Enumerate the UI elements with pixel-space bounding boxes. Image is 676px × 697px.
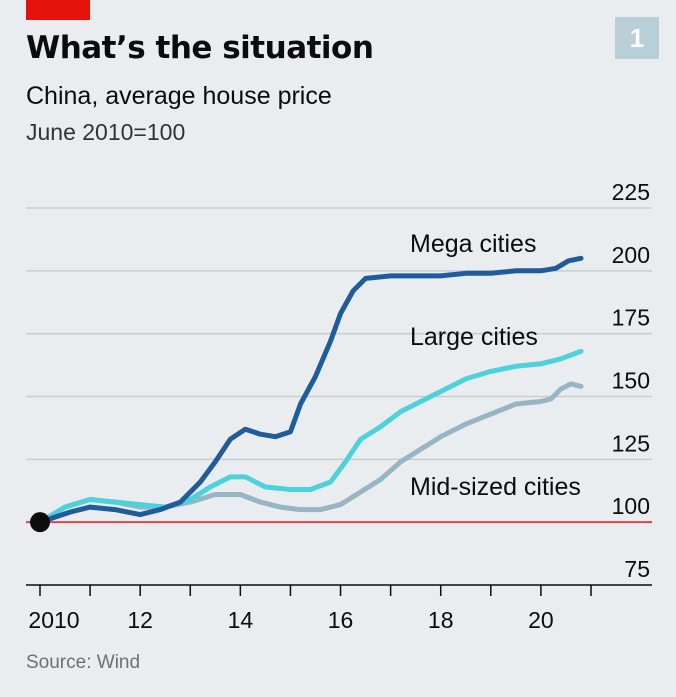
y-tick-label-125: 125 (612, 430, 650, 456)
series-line-large-cities (37, 348, 584, 525)
chart-subtitle: China, average house price (26, 82, 332, 110)
start-point-marker (30, 512, 50, 533)
y-tick-label-225: 225 (612, 179, 650, 205)
source-note: Source: Wind (26, 652, 141, 673)
y-tick-label-200: 200 (612, 242, 650, 268)
x-tick-label-20: 20 (528, 607, 554, 633)
x-tick-label-16: 16 (328, 607, 354, 633)
x-tick-label-18: 18 (428, 607, 454, 633)
y-tick-label-175: 175 (612, 305, 650, 331)
chart-number-badge: 1 (615, 17, 659, 59)
red-accent-tag (26, 0, 90, 20)
series-label-mega-cities: Mega cities (410, 230, 536, 258)
series-label-large-cities: Large cities (410, 323, 538, 351)
x-tick-label-2010: 2010 (28, 607, 79, 633)
y-tick-label-150: 150 (612, 368, 650, 394)
y-tick-label-100: 100 (612, 493, 650, 519)
x-tick-label-14: 14 (228, 607, 254, 633)
y-tick-label-75: 75 (624, 556, 650, 582)
chart-unit-label: June 2010=100 (26, 119, 186, 145)
series-label-mid-sized-cities: Mid-sized cities (410, 473, 581, 501)
series-line-mega-cities (37, 255, 584, 525)
x-tick-label-12: 12 (127, 607, 153, 633)
chart-title: What’s the situation (26, 30, 374, 66)
